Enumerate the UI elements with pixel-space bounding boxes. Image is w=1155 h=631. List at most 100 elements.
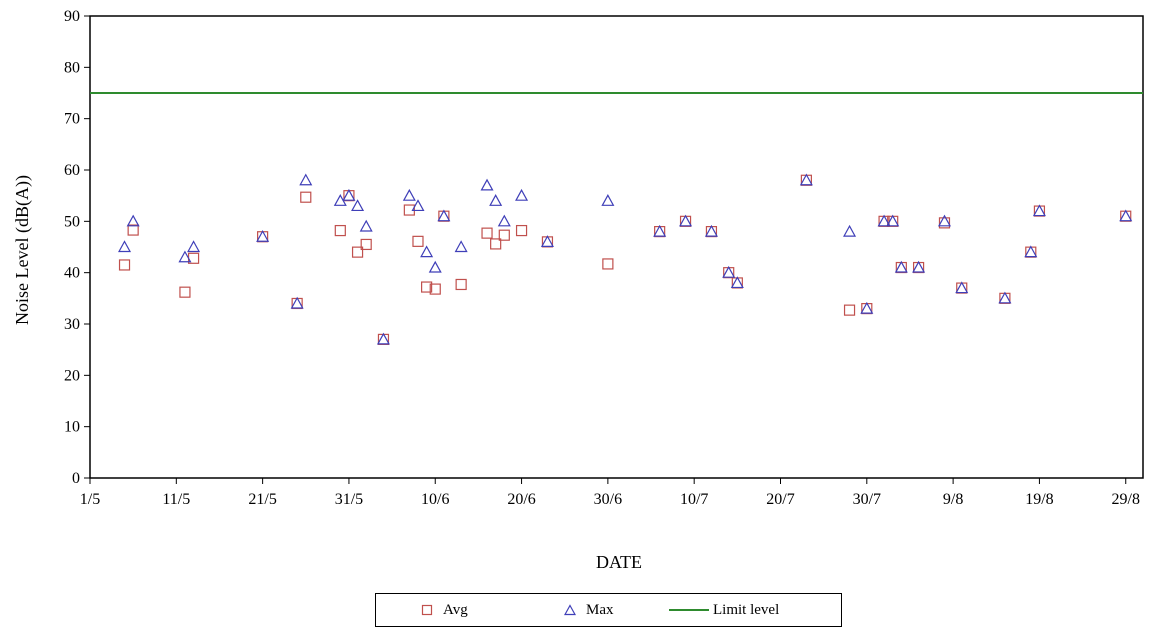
max-point: [342, 188, 356, 201]
max-point: [1032, 204, 1046, 217]
triangle-marker-icon: [564, 604, 576, 616]
x-tick-label: 31/5: [335, 491, 363, 508]
max-point: [290, 296, 304, 309]
max-point: [420, 245, 434, 258]
plot-area: [89, 15, 1144, 479]
y-tick-label: 80: [64, 59, 80, 76]
y-tick-label: 60: [64, 162, 80, 179]
y-tick-label: 20: [64, 367, 80, 384]
max-point: [679, 214, 693, 227]
max-point: [653, 224, 667, 237]
x-tick-label: 10/6: [421, 491, 449, 508]
x-axis-title: DATE: [596, 552, 642, 572]
max-point: [998, 291, 1012, 304]
max-point: [118, 240, 132, 253]
max-point: [187, 240, 201, 253]
max-point: [376, 332, 390, 345]
max-point: [886, 214, 900, 227]
max-point: [843, 224, 857, 237]
y-axis: 0 10 20 30 40 50 60 70 80 90: [64, 8, 90, 487]
avg-point: [127, 224, 139, 236]
avg-point: [498, 229, 510, 241]
max-point: [299, 173, 313, 186]
avg-point: [421, 281, 433, 293]
avg-point: [938, 217, 951, 229]
max-point: [256, 229, 270, 242]
avg-point: [602, 258, 614, 270]
max-point: [428, 260, 442, 273]
line-marker-icon: [669, 609, 709, 611]
avg-point: [300, 191, 312, 203]
x-tick-label: 1/5: [80, 491, 100, 508]
max-point: [799, 173, 813, 186]
avg-point: [429, 283, 441, 295]
legend-item-avg: Avg: [421, 594, 468, 626]
avg-point: [334, 224, 346, 237]
x-tick-label: 30/7: [853, 491, 881, 508]
max-point: [454, 240, 468, 253]
max-point: [437, 209, 451, 222]
max-point: [411, 199, 425, 212]
avg-point: [515, 224, 528, 237]
square-marker-icon: [421, 604, 433, 616]
max-point: [351, 199, 365, 212]
y-tick-label: 70: [64, 111, 80, 128]
legend-label-avg: Avg: [443, 601, 468, 618]
max-point: [359, 219, 373, 232]
max-point: [912, 260, 926, 273]
max-point: [497, 214, 511, 227]
max-point: [955, 281, 969, 294]
legend-label-limit: Limit level: [713, 601, 780, 618]
x-tick-label: 11/5: [162, 491, 190, 508]
max-point: [877, 214, 891, 227]
max-point: [402, 188, 416, 201]
legend: Avg Max Limit level: [375, 593, 842, 627]
max-point: [540, 235, 554, 247]
x-tick-label: 9/8: [943, 491, 963, 508]
max-series: [118, 173, 1133, 345]
x-tick-label: 10/7: [680, 491, 708, 508]
legend-item-max: Max: [564, 594, 614, 626]
avg-point: [412, 235, 424, 247]
max-point: [489, 194, 503, 206]
y-tick-label: 10: [64, 419, 80, 436]
max-point: [1119, 209, 1133, 222]
noise-level-chart: 0 10 20 30 40 50 60 70 80 90 1/5 11/5 21/5 31/5 10/6 2…: [12, 8, 1144, 572]
max-point: [515, 188, 529, 201]
avg-point: [351, 246, 364, 258]
x-tick-label: 29/8: [1112, 491, 1140, 508]
avg-point: [843, 304, 856, 316]
avg-point: [490, 238, 502, 250]
y-axis-title: Noise Level (dB(A)): [12, 175, 33, 325]
max-point: [126, 214, 140, 227]
max-point: [704, 224, 718, 237]
y-tick-label: 40: [64, 265, 80, 282]
x-tick-label: 30/6: [594, 491, 622, 508]
avg-point: [481, 227, 493, 239]
y-tick-label: 90: [64, 8, 80, 25]
x-tick-label: 20/7: [766, 491, 794, 508]
avg-point: [360, 238, 372, 251]
max-point: [937, 214, 951, 227]
x-tick-label: 21/5: [248, 491, 276, 508]
max-point: [1024, 245, 1038, 258]
x-tick-label: 19/8: [1025, 491, 1053, 508]
y-tick-label: 30: [64, 316, 80, 333]
max-point: [730, 276, 744, 289]
max-point: [480, 178, 494, 191]
plot-frame: [89, 15, 1144, 479]
x-tick-label: 20/6: [507, 491, 535, 508]
max-point: [601, 194, 615, 206]
y-tick-label: 0: [72, 470, 80, 487]
avg-point: [455, 278, 467, 291]
avg-point: [118, 259, 131, 271]
legend-item-limit: Limit level: [669, 594, 779, 626]
max-point: [722, 265, 736, 278]
max-point: [178, 250, 192, 263]
x-axis: 1/5 11/5 21/5 31/5 10/6 20/6 30/6 10/7 20/7 30/7 9…: [80, 478, 1140, 508]
avg-point: [179, 286, 191, 298]
max-point: [894, 260, 908, 273]
legend-label-max: Max: [586, 601, 614, 618]
y-tick-label: 50: [64, 213, 80, 230]
max-point: [860, 301, 874, 314]
